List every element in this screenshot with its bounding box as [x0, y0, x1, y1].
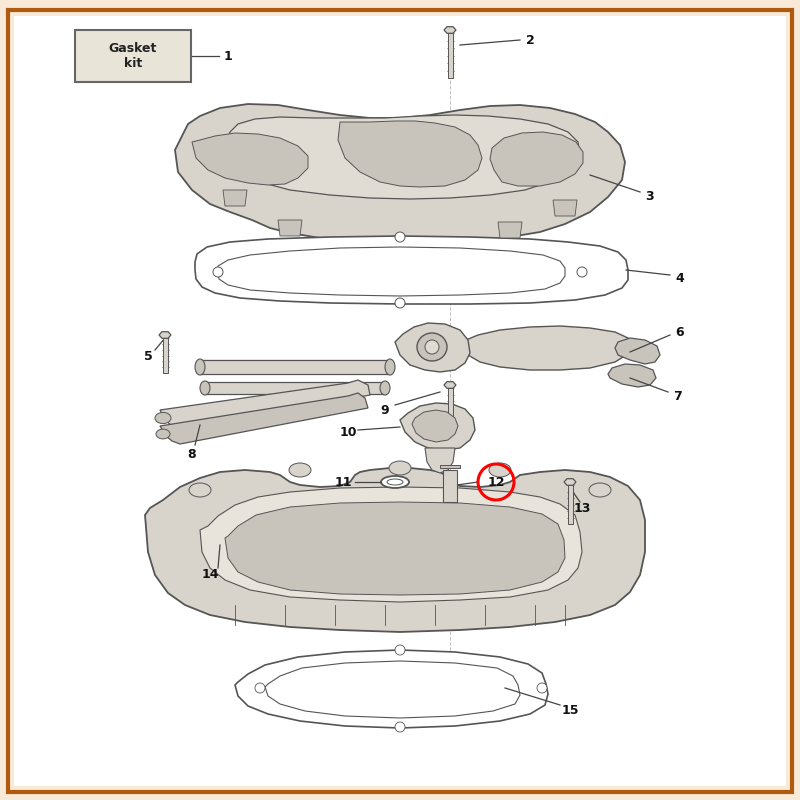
Circle shape	[537, 683, 547, 693]
Text: Gasket
kit: Gasket kit	[109, 42, 157, 70]
Ellipse shape	[417, 333, 447, 361]
Polygon shape	[160, 380, 370, 430]
Circle shape	[577, 267, 587, 277]
Polygon shape	[490, 132, 583, 186]
Polygon shape	[160, 393, 368, 444]
Polygon shape	[265, 661, 520, 718]
Text: 5: 5	[144, 350, 152, 362]
Ellipse shape	[155, 413, 171, 424]
Polygon shape	[223, 190, 247, 206]
Text: 14: 14	[202, 569, 218, 582]
Polygon shape	[553, 200, 577, 216]
Ellipse shape	[380, 381, 390, 395]
Polygon shape	[200, 360, 390, 367]
Ellipse shape	[156, 429, 170, 439]
Text: 10: 10	[339, 426, 357, 438]
Polygon shape	[447, 33, 453, 78]
Polygon shape	[400, 403, 475, 450]
Text: 2: 2	[526, 34, 534, 46]
Polygon shape	[444, 382, 456, 388]
Text: 11: 11	[334, 475, 352, 489]
Polygon shape	[395, 323, 470, 372]
Ellipse shape	[189, 483, 211, 497]
Circle shape	[395, 645, 405, 655]
Polygon shape	[159, 332, 171, 338]
Ellipse shape	[289, 463, 311, 477]
Polygon shape	[567, 485, 573, 524]
Polygon shape	[615, 338, 660, 364]
Text: 4: 4	[676, 271, 684, 285]
Ellipse shape	[195, 359, 205, 375]
Polygon shape	[200, 487, 582, 602]
Circle shape	[213, 267, 223, 277]
Ellipse shape	[200, 381, 210, 395]
FancyBboxPatch shape	[75, 30, 191, 82]
Polygon shape	[278, 220, 302, 236]
Circle shape	[255, 683, 265, 693]
Ellipse shape	[389, 461, 411, 475]
FancyBboxPatch shape	[8, 10, 792, 792]
Polygon shape	[412, 410, 458, 442]
Text: 1: 1	[224, 50, 232, 62]
Polygon shape	[145, 468, 645, 632]
Text: 8: 8	[188, 449, 196, 462]
Polygon shape	[192, 133, 308, 185]
Circle shape	[395, 298, 405, 308]
Ellipse shape	[385, 359, 395, 375]
Circle shape	[395, 232, 405, 242]
Ellipse shape	[589, 483, 611, 497]
Text: 9: 9	[381, 403, 390, 417]
Polygon shape	[440, 465, 460, 468]
FancyBboxPatch shape	[14, 16, 786, 786]
Polygon shape	[338, 121, 482, 187]
Polygon shape	[425, 448, 455, 473]
Polygon shape	[498, 222, 522, 238]
Circle shape	[395, 722, 405, 732]
Polygon shape	[175, 104, 625, 244]
Polygon shape	[205, 382, 385, 394]
Text: 13: 13	[574, 502, 590, 515]
Polygon shape	[235, 650, 548, 728]
Polygon shape	[462, 326, 632, 370]
Text: 6: 6	[676, 326, 684, 338]
Polygon shape	[564, 478, 576, 486]
Polygon shape	[200, 360, 390, 374]
Polygon shape	[444, 26, 456, 34]
Ellipse shape	[489, 463, 511, 477]
Polygon shape	[608, 364, 656, 387]
Text: 15: 15	[562, 703, 578, 717]
Text: 3: 3	[646, 190, 654, 203]
Polygon shape	[443, 470, 457, 502]
Polygon shape	[225, 115, 580, 199]
Polygon shape	[225, 502, 565, 595]
Polygon shape	[162, 338, 167, 373]
Polygon shape	[195, 236, 628, 304]
Ellipse shape	[425, 340, 439, 354]
Ellipse shape	[387, 479, 403, 485]
Ellipse shape	[381, 476, 409, 488]
Polygon shape	[218, 247, 565, 296]
Text: 7: 7	[674, 390, 682, 402]
Text: 12: 12	[487, 475, 505, 489]
Polygon shape	[447, 388, 453, 427]
